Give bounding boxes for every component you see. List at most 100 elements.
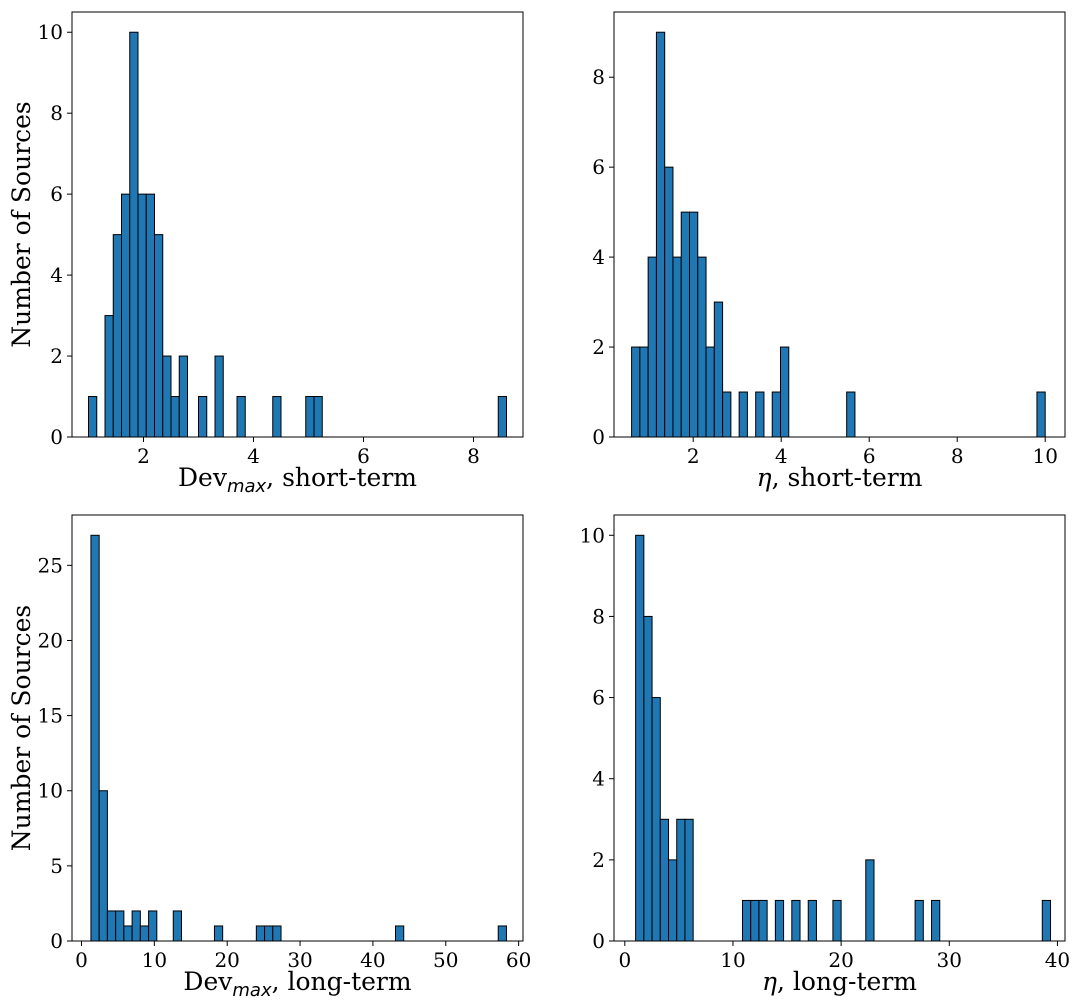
histogram-bar [148, 910, 158, 942]
y-axis-label: Number of Sources [7, 101, 36, 347]
y-tick-label: 8 [592, 65, 605, 89]
histogram-bar [639, 346, 649, 438]
histogram-bar [104, 315, 114, 438]
histogram-bar [137, 193, 147, 438]
y-tick-label: 15 [38, 704, 63, 728]
histogram-bar [236, 396, 246, 438]
x-axis-label: Devmax, short-term [178, 463, 417, 497]
x-tick-label: 30 [937, 948, 962, 972]
histogram-bar [213, 925, 224, 942]
histogram-bar [758, 899, 768, 942]
histogram-bar [123, 925, 133, 942]
histogram-bar [395, 925, 405, 942]
x-tick-label: 6 [357, 444, 370, 468]
histogram-bar [697, 256, 707, 438]
histogram-bar [807, 899, 817, 942]
x-axis-label: η, long-term [762, 967, 917, 996]
histogram-bar [98, 790, 108, 942]
x-tick-label: 0 [75, 948, 88, 972]
x-tick-label: 60 [506, 948, 531, 972]
y-tick-label: 4 [50, 263, 63, 287]
y-tick-label: 20 [38, 628, 63, 652]
histogram-bar [931, 899, 941, 942]
histogram-bar [264, 925, 274, 942]
histogram-bar [741, 899, 752, 942]
histogram-bar [198, 396, 208, 438]
x-tick-label: 8 [467, 444, 480, 468]
y-tick-label: 0 [50, 425, 63, 449]
histogram-bar [631, 346, 641, 438]
histogram-bar [106, 910, 117, 942]
x-tick-label: 6 [863, 444, 876, 468]
histogram-bar [676, 818, 686, 942]
histogram-bar [121, 193, 131, 438]
y-tick-label: 0 [592, 929, 605, 953]
histogram-bar [780, 346, 790, 438]
x-tick-label: 10 [1032, 444, 1057, 468]
x-tick-label: 8 [951, 444, 964, 468]
panel-top-right: 2 4 6 8 10 0 2 4 6 8 η, short-term [592, 11, 1066, 492]
histogram-bar [846, 391, 856, 438]
x-tick-label: 10 [142, 948, 167, 972]
y-tick-label: 8 [592, 604, 605, 628]
x-tick-label: 4 [247, 444, 260, 468]
histogram-bar [832, 899, 842, 942]
panel-top-left: 2 4 6 8 0 2 4 6 8 10 Devmax, short-term Number of S… [7, 11, 524, 497]
histogram-bar [172, 910, 183, 942]
histogram-bar [497, 396, 507, 438]
x-tick-label: 20 [828, 948, 853, 972]
y-tick-label: 4 [592, 767, 605, 791]
x-tick-label: 2 [687, 444, 700, 468]
histogram-bar [771, 391, 781, 438]
histogram-bar [1036, 391, 1046, 438]
axes-frame [71, 514, 524, 942]
histogram-bar [129, 31, 139, 438]
panel-bottom-right: 0 10 20 30 40 0 2 4 6 8 10 η, long-term [580, 514, 1070, 996]
x-axis-label: η, short-term [757, 463, 923, 492]
y-tick-label: 10 [38, 779, 63, 803]
histogram-bar [651, 697, 661, 942]
histogram-bar [672, 256, 682, 438]
histogram-bar [684, 818, 694, 942]
histogram-bar [115, 910, 125, 942]
histogram-bar [659, 818, 670, 942]
histogram-bar [914, 899, 924, 942]
histogram-bar [90, 534, 100, 942]
x-tick-label: 4 [775, 444, 788, 468]
histogram-bar [154, 234, 164, 438]
y-tick-label: 2 [592, 335, 605, 359]
histogram-bar [713, 301, 724, 438]
histogram-bar [497, 925, 507, 942]
histogram-bar [635, 534, 645, 942]
histogram-bar [738, 391, 748, 438]
histogram-bar [647, 256, 657, 438]
histogram-bar [668, 859, 678, 942]
histogram-bar [131, 910, 141, 942]
x-tick-label: 50 [433, 948, 458, 972]
histogram-bar [214, 355, 224, 438]
axes-frame [613, 514, 1066, 942]
histogram-bar [664, 166, 674, 438]
x-axis-label: Devmax, long-term [183, 967, 411, 1001]
x-tick-label: 40 [360, 948, 385, 972]
histogram-bar [655, 31, 666, 438]
y-tick-label: 6 [592, 155, 605, 179]
histogram-bar [162, 355, 172, 438]
x-tick-label: 0 [618, 948, 631, 972]
panel-bottom-left: 0 10 20 30 40 50 60 0 5 10 15 20 25 Devmax, long-term… [7, 514, 531, 1001]
histogram-bar [145, 193, 155, 438]
y-tick-label: 10 [580, 523, 605, 547]
x-tick-label: 20 [214, 948, 239, 972]
y-axis-label: Number of Sources [7, 605, 36, 851]
y-tick-label: 0 [592, 425, 605, 449]
histogram-bar [1041, 899, 1052, 942]
y-tick-label: 10 [38, 20, 63, 44]
y-tick-label: 25 [38, 553, 63, 577]
y-tick-label: 2 [50, 344, 63, 368]
axes-frame [613, 11, 1066, 438]
x-tick-label: 30 [287, 948, 312, 972]
y-tick-label: 6 [50, 182, 63, 206]
histogram-bar [170, 396, 180, 438]
histogram-bar [112, 234, 122, 438]
